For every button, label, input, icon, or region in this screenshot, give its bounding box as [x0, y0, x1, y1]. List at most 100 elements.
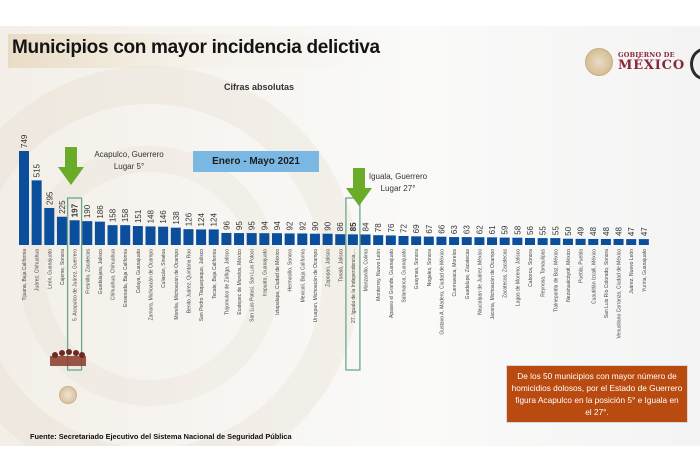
category-label: San Luis Potosí, San Luis Potosí	[250, 248, 256, 321]
bar-value-label: 92	[298, 221, 307, 230]
bar-value-label: 56	[526, 226, 535, 235]
category-label: Guaymas, Sonora	[414, 249, 420, 290]
bar-value-label: 86	[336, 222, 345, 231]
category-label: 27. Iguala de la Independencia,...	[351, 249, 357, 323]
bar	[436, 236, 447, 245]
bar	[449, 237, 460, 245]
category-label: Monterrey, Nuevo León	[376, 249, 382, 301]
category-label: 5. Acapulco de Juárez, Guerrero	[73, 249, 79, 321]
category-label: Salamanca, Guanajuato	[402, 249, 408, 303]
category-label: León, Guanajuato	[47, 249, 53, 289]
bar	[234, 233, 245, 245]
bar	[246, 233, 257, 245]
bar	[638, 239, 649, 245]
bar-value-label: 66	[437, 224, 446, 233]
category-label: Ecatepec de Morelos, México	[237, 249, 243, 315]
bar-value-label: 96	[222, 221, 231, 230]
category-label: San Pedro Tlaquepaque, Jalisco	[199, 249, 205, 321]
period-label: Enero - Mayo 2021	[193, 151, 319, 172]
category-label: Tlalnepantla de Baz, México	[553, 249, 559, 312]
category-label: Juárez, Chihuahua	[35, 249, 41, 291]
bar	[183, 229, 194, 245]
callout-acapulco-line2: Lugar 5°	[113, 162, 145, 171]
category-label: Nogales, Sonora	[427, 249, 433, 286]
bar	[158, 226, 169, 245]
category-label: Jacona, Michoacán de Ocampo	[490, 249, 496, 320]
bar-value-label: 95	[235, 221, 244, 230]
bar-value-label: 138	[172, 211, 181, 225]
bar-value-label: 158	[109, 208, 118, 222]
bar	[423, 236, 434, 245]
category-label: Irapuato, Guanajuato	[262, 249, 268, 296]
bar	[297, 233, 308, 245]
bar	[537, 238, 548, 245]
bar-value-label: 67	[425, 224, 434, 233]
bar	[487, 237, 498, 245]
bar-value-label: 94	[273, 221, 282, 230]
bar-value-label: 47	[640, 227, 649, 236]
category-label: Zapopan, Jalisco	[326, 249, 332, 287]
highlight-box	[345, 197, 361, 371]
bar-value-label: 126	[184, 212, 193, 226]
category-label: San Luis Río Colorado, Sonora	[604, 249, 610, 318]
bar-value-label: 50	[564, 226, 573, 235]
bar-value-label: 48	[602, 227, 611, 236]
bar-value-label: 62	[475, 225, 484, 234]
bar-value-label: 95	[248, 221, 257, 230]
category-label: Chihuahua, Chihuahua	[111, 249, 117, 300]
category-label: Iztapalapa, Ciudad de México	[275, 249, 281, 315]
bar	[525, 237, 535, 245]
bar-value-label: 63	[463, 225, 472, 234]
seal-decoration-icon	[59, 386, 77, 404]
category-label: Venustiano Carranza, Ciudad de México	[617, 249, 623, 339]
bar	[31, 180, 42, 245]
source-footnote: Fuente: Secretariado Ejecutivo del Siste…	[30, 432, 292, 441]
category-label: Cuernavaca, Morelos	[452, 249, 458, 297]
bar	[120, 225, 131, 245]
bar-value-label: 59	[501, 225, 510, 234]
bar-value-label: 78	[374, 223, 383, 232]
category-label: Cuautitlán Izcalli, México	[591, 249, 597, 304]
bar-value-label: 186	[96, 205, 105, 219]
bar	[461, 237, 472, 245]
bar	[499, 237, 510, 245]
category-label: Manzanillo, Colima	[364, 249, 370, 291]
slide: Municipios con mayor incidencia delictiv…	[0, 26, 700, 446]
bar-value-label: 90	[311, 221, 320, 230]
bar	[132, 226, 143, 245]
note-box: De los 50 municipios con mayor número de…	[507, 366, 687, 422]
slide-subtitle: Cifras absolutas	[224, 82, 295, 92]
bar	[259, 233, 270, 245]
category-label: Juárez, Nuevo León	[629, 249, 635, 294]
callout-iguala: Iguala, Guerrero Lugar 27°	[360, 171, 436, 195]
category-label: Puebla, Puebla	[579, 249, 585, 283]
callout-acapulco: Acapulco, Guerrero Lugar 5°	[84, 149, 174, 173]
bar	[600, 238, 611, 245]
bar	[19, 151, 29, 245]
bar-value-label: 58	[513, 225, 522, 234]
category-label: Tecate, Baja California	[212, 249, 218, 299]
historical-figures-decoration	[50, 349, 86, 366]
gobierno-de-mexico-logo: GOBIERNO DE MÉXICO	[585, 48, 685, 76]
bar	[69, 220, 80, 245]
bar-value-label: 84	[362, 222, 371, 231]
category-label: Benito Juárez, Quintana Roo	[186, 249, 192, 313]
bar	[626, 239, 637, 245]
bar	[398, 235, 409, 245]
bar	[56, 216, 67, 245]
bar	[474, 237, 485, 245]
category-label: Cajeme, Sonora	[60, 249, 66, 285]
arrow-down-icon-acapulco	[58, 147, 84, 185]
callout-iguala-line1: Iguala, Guerrero	[368, 172, 428, 181]
bar-value-label: 146	[159, 210, 168, 224]
category-label: Lagos de Moreno, Jalisco	[515, 249, 521, 306]
bar	[512, 237, 523, 245]
bar-value-label: 158	[121, 208, 130, 222]
category-label: Guadalupe, Zacatecas	[465, 249, 471, 300]
bar	[613, 238, 624, 245]
bar-value-label: 749	[20, 134, 29, 148]
category-label: Celaya, Guanajuato	[136, 249, 142, 293]
bar-value-label: 47	[627, 227, 636, 236]
category-label: Apaseo el Grande, Guanajuato	[389, 249, 395, 318]
bar	[373, 235, 384, 245]
